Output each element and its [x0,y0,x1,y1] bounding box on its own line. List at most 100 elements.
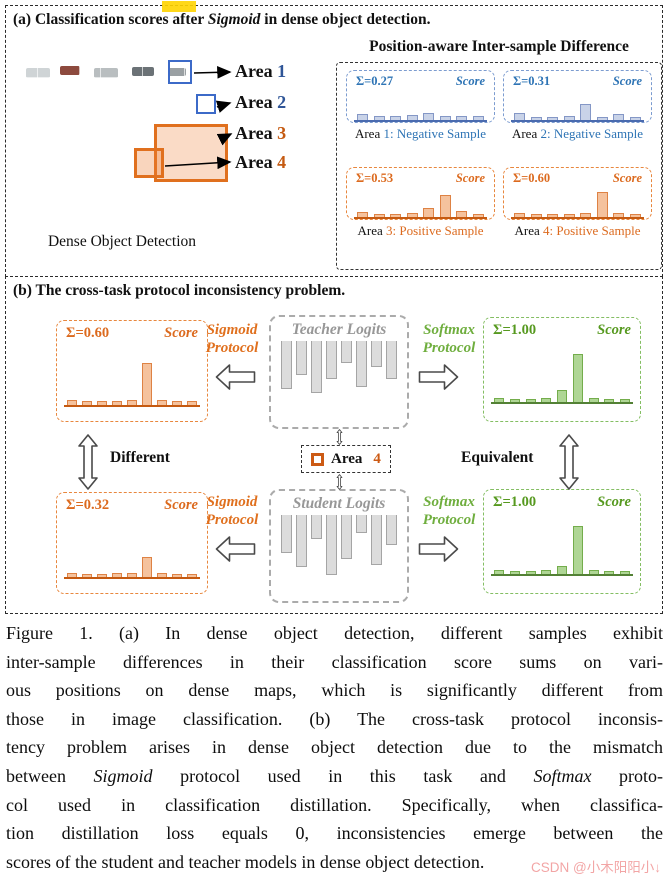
score-label: Score [455,74,485,88]
bar [557,566,567,574]
bar [547,117,559,120]
bar [187,401,197,405]
badge-area-word: Area [331,450,363,467]
bar [390,116,402,120]
chart-cell-area1: Σ=0.27 Score Area 1: Negative Sample [346,70,495,165]
bar [157,573,167,577]
bar [311,515,322,539]
caption-sample-type: 4: Positive Sample [539,223,641,238]
inter-sample-charts: Σ=0.27 Score Area 1: Negative Sample Σ=0.… [336,62,662,270]
score-label: Score [597,322,631,338]
bar [514,113,525,120]
bar [456,116,468,120]
bar [541,570,552,574]
caption-area-word: Area [357,223,383,238]
student-logits-box: Student Logits [269,489,409,603]
bar [341,515,352,559]
equivalent-label: Equivalent [461,449,534,466]
chart-caption-area4: Area 4: Positive Sample [514,223,640,239]
area2-label: Area 2 [235,92,286,113]
chart-head: Σ=0.27 Score [354,74,487,89]
bar-chart [491,512,633,576]
area4-bbox [134,148,164,178]
bar [439,195,451,217]
bar-chart [64,343,200,407]
chart-caption-area2: Area 2: Negative Sample [512,126,643,142]
area1-bbox [168,60,192,84]
up-down-arrow-icon [78,434,98,490]
caption-line: inter-sample differences in their classi… [6,651,663,672]
panel-a-title: (a) Classification scores after Sigmoid … [13,11,430,29]
csdn-watermark: CSDN @小木阳阳小↓ [531,860,661,875]
bar [326,341,337,379]
dense-grid-overlay [16,56,228,226]
area-word: Area [235,61,273,81]
panel-b: (b) The cross-task protocol inconsistenc… [5,276,663,614]
bar [356,341,367,387]
score-label: Score [455,171,485,185]
left-block-arrow-icon [215,364,256,390]
sum-label: Σ=0.60 [513,171,551,185]
bar [112,573,122,577]
sum-label: Σ=0.31 [513,74,551,88]
bar [620,571,630,574]
bar [67,400,77,405]
chart-area2: Σ=0.31 Score [503,70,652,123]
area-word: Area [235,92,273,112]
area4-label: Area 4 [235,152,286,173]
right-block-arrow-icon [418,364,459,390]
chart-head: Σ=0.32 Score [64,496,200,515]
softmax-protocol-label: Softmax Protocol [422,322,476,356]
bar [386,341,397,379]
area4-badge: Area 4 [301,445,391,473]
bar [613,114,625,120]
bar [596,117,608,120]
bar [629,117,641,120]
bar [82,574,92,577]
left-block-arrow-icon [215,536,256,562]
panel-b-title: (b) The cross-task protocol inconsistenc… [13,282,346,299]
bar [281,515,292,553]
score-label: Score [612,171,642,185]
chart-area3: Σ=0.53 Score [346,167,495,220]
bar [296,515,307,567]
bar [456,211,468,217]
chart-head: Σ=0.60 Score [64,324,200,343]
area-word: Area [235,123,273,143]
bar [406,115,418,120]
sum-label: Σ=0.27 [356,74,394,88]
bar [588,398,599,402]
chart-cell-area4: Σ=0.60 Score Area 4: Positive Sample [503,167,652,262]
bar [423,113,435,120]
student-logit-bars [271,515,407,601]
bar [127,400,137,405]
chart-area4: Σ=0.60 Score [503,167,652,220]
photo-caption: Dense Object Detection [47,233,197,250]
panel-a: (a) Classification scores after Sigmoid … [5,5,663,277]
caption-sample-type: 3: Positive Sample [382,223,484,238]
caption-line: those in image classification. (b) The c… [6,708,663,729]
bar [596,192,608,217]
teacher-logits-label: Teacher Logits [291,321,387,338]
caption-area-word: Area [514,223,540,238]
bar [67,573,77,577]
sum-label: Σ=1.00 [493,494,537,510]
bar [82,401,92,405]
bar [572,354,583,402]
caption-line: Figure 1. (a) In dense object detection,… [6,623,663,643]
chart-student-softmax: Σ=1.00 Score [483,489,641,594]
caption-sample-type: 1: Negative Sample [380,126,487,141]
bar-chart [64,515,200,579]
right-block-arrow-icon [418,536,459,562]
area-word: Area [235,152,273,172]
bar [604,399,615,402]
area-num: 4 [277,152,287,172]
bar [525,571,536,574]
bar-chart [354,89,487,122]
panel-a-title-pre: (a) Classification scores after [13,11,208,28]
bar [472,116,484,120]
bar [373,214,385,217]
bar [142,363,152,405]
bar [341,341,352,363]
bar [530,214,542,217]
